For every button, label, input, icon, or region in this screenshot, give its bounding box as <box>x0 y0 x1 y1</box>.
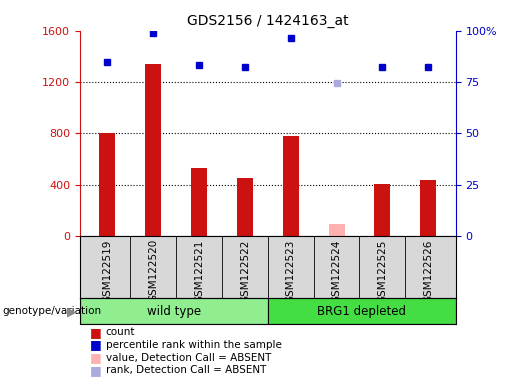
Text: percentile rank within the sample: percentile rank within the sample <box>106 340 282 350</box>
Bar <box>374 184 390 236</box>
Bar <box>99 134 115 236</box>
Text: ■: ■ <box>90 338 102 351</box>
Text: ▶: ▶ <box>66 305 76 318</box>
Text: BRG1 depleted: BRG1 depleted <box>317 305 406 318</box>
Text: ■: ■ <box>90 326 102 339</box>
Text: GSM122523: GSM122523 <box>286 239 296 303</box>
Title: GDS2156 / 1424163_at: GDS2156 / 1424163_at <box>187 14 349 28</box>
Bar <box>329 224 345 236</box>
Text: ■: ■ <box>90 351 102 364</box>
Text: GSM122521: GSM122521 <box>194 239 204 303</box>
Bar <box>283 136 299 236</box>
Text: GSM122520: GSM122520 <box>148 239 158 303</box>
Bar <box>237 179 253 236</box>
Text: value, Detection Call = ABSENT: value, Detection Call = ABSENT <box>106 353 271 362</box>
Text: count: count <box>106 327 135 337</box>
Text: GSM122526: GSM122526 <box>423 239 433 303</box>
Bar <box>145 64 161 236</box>
Text: wild type: wild type <box>147 305 201 318</box>
Bar <box>80 298 268 324</box>
Text: genotype/variation: genotype/variation <box>3 306 101 316</box>
Text: GSM122519: GSM122519 <box>102 239 112 303</box>
Text: ■: ■ <box>90 364 102 377</box>
Bar <box>420 180 436 236</box>
Bar <box>268 298 456 324</box>
Text: GSM122522: GSM122522 <box>240 239 250 303</box>
Text: GSM122524: GSM122524 <box>332 239 341 303</box>
Bar <box>191 168 207 236</box>
Text: rank, Detection Call = ABSENT: rank, Detection Call = ABSENT <box>106 365 266 375</box>
Text: GSM122525: GSM122525 <box>377 239 387 303</box>
